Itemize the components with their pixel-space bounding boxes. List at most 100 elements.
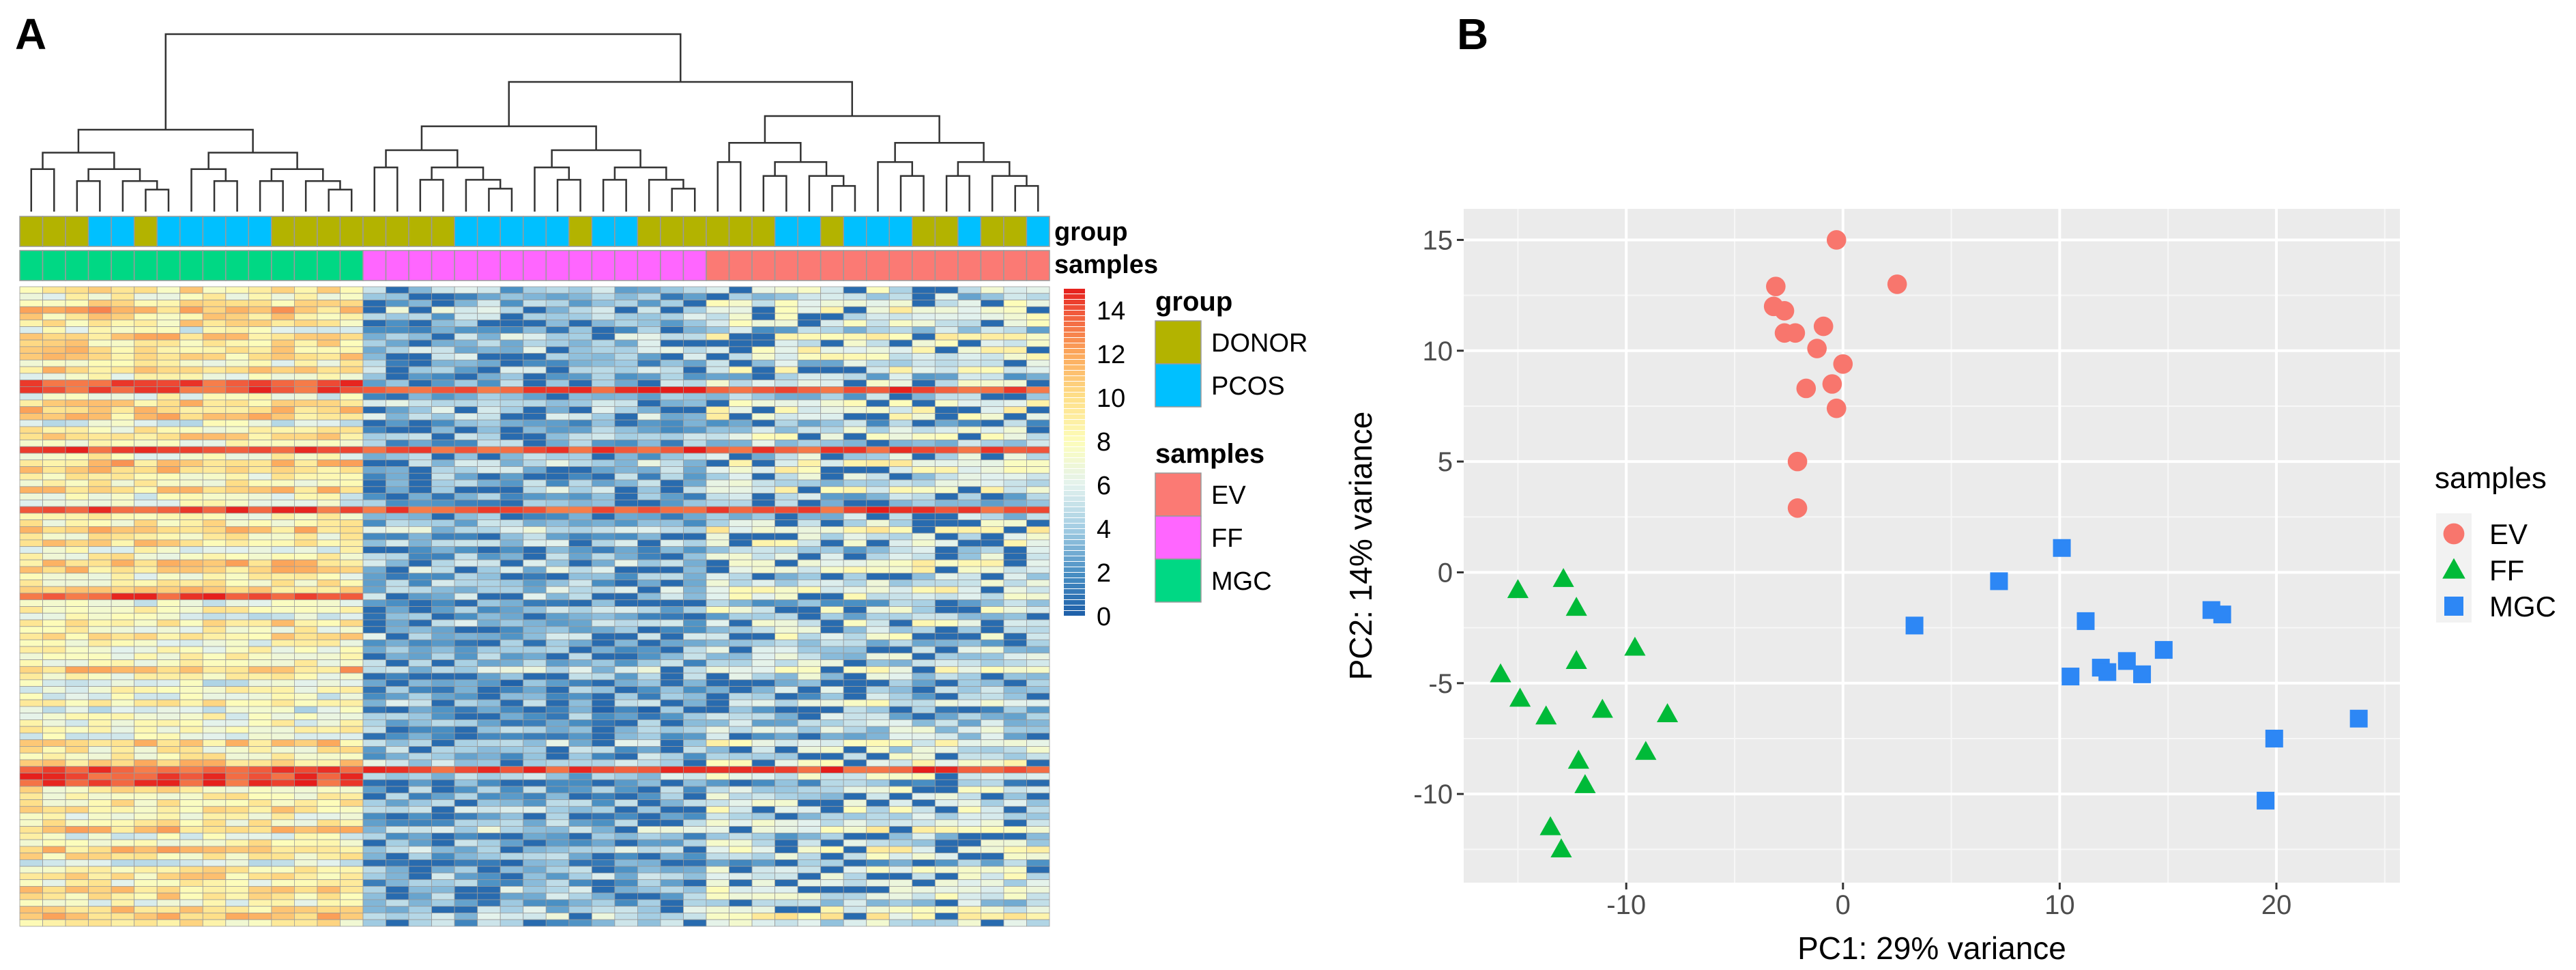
heatmap-cell [843,546,867,554]
heatmap-cell [134,746,158,754]
heatmap-cell [820,773,844,780]
heatmap-cell [888,559,913,567]
heatmap-cell [179,440,203,447]
heatmap-cell [111,566,135,574]
heatmap-cell [134,339,158,347]
heatmap-cell [545,633,570,640]
heatmap-cell [591,566,616,574]
heatmap-cell [202,493,227,500]
heatmap-cell [1026,413,1050,420]
heatmap-cell [156,872,181,881]
heatmap-cell [362,692,386,700]
heatmap-cell [408,779,432,787]
heatmap-cell [454,812,478,821]
heatmap-cell [912,532,936,541]
heatmap-cell [545,453,570,461]
heatmap-cell [340,866,364,874]
heatmap-cell [293,659,318,667]
heatmap-cell [179,499,203,507]
heatmap-cell [111,879,135,887]
heatmap-cell [408,919,432,927]
heatmap-cell [545,313,570,321]
heatmap-cell [340,586,364,594]
heatmap-cell [156,726,181,734]
heatmap-cell [981,726,1004,734]
heatmap-cell [179,599,203,607]
heatmap-cell [248,793,272,800]
heatmap-cell [500,386,524,394]
heatmap-cell [660,406,684,414]
heatmap-cell [271,886,295,894]
heatmap-cell [591,832,616,840]
heatmap-cell [843,612,867,620]
heatmap-cell [797,892,822,900]
heatmap-cell [545,612,570,620]
heatmap-cell [225,586,249,594]
heatmap-cell [293,419,318,427]
heatmap-cell [1003,566,1027,574]
group-annotation-cell [591,216,616,247]
heatmap-cell [500,892,524,900]
heatmap-cell [637,779,661,787]
heatmap-cell [775,459,798,467]
heatmap-cell [202,326,227,334]
heatmap-cell [454,713,478,720]
heatmap-cell [797,559,822,567]
heatmap-cell [820,332,844,341]
heatmap-cell [591,546,616,554]
heatmap-cell [42,539,66,547]
heatmap-cell [1003,593,1027,601]
heatmap-cell [65,759,89,767]
heatmap-cell [88,293,112,300]
heatmap-cell [88,553,112,560]
heatmap-cell [19,399,43,408]
heatmap-cell [843,633,867,640]
heatmap-cell [271,326,295,334]
heatmap-cell [340,692,364,700]
samples-annotation-cell [888,250,913,281]
heatmap-cell [912,793,936,800]
heatmap-cell [225,646,249,654]
heatmap-cell [981,892,1004,900]
heatmap-cell [912,566,936,574]
heatmap-cell [637,646,661,654]
heatmap-cell [111,699,135,707]
heatmap-cell [775,506,798,514]
heatmap-cell [866,399,890,408]
heatmap-cell [912,339,936,347]
heatmap-cell [523,713,547,720]
heatmap-cell [888,466,913,474]
heatmap-cell [386,459,409,467]
heatmap-cell [134,399,158,408]
heatmap-cell [866,879,890,887]
heatmap-cell [340,872,364,881]
heatmap-cell [591,293,616,300]
heatmap-cell [19,359,43,367]
heatmap-cell [88,599,112,607]
heatmap-cell [912,713,936,720]
heatmap-cell [797,919,822,927]
heatmap-cell [637,599,661,607]
heatmap-cell [775,559,798,567]
heatmap-cell [912,786,936,794]
heatmap-cell [19,692,43,700]
heatmap-cell [42,419,66,427]
heatmap-cell [431,832,455,840]
heatmap-cell [1003,326,1027,334]
heatmap-cell [981,380,1004,387]
heatmap-cell [500,606,524,614]
samples-annotation-cell [431,250,455,281]
heatmap-cell [477,472,501,481]
heatmap-cell [934,293,959,300]
heatmap-cell [957,586,981,594]
heatmap-cell [751,799,775,807]
heatmap-cell [156,752,181,760]
heatmap-cell [65,513,89,521]
samples-annotation-cell [225,250,250,281]
heatmap-cell [912,373,936,381]
heatmap-cell [614,486,638,494]
heatmap-cell [1026,406,1050,414]
heatmap-cell [248,406,272,414]
heatmap-cell [1026,859,1050,867]
